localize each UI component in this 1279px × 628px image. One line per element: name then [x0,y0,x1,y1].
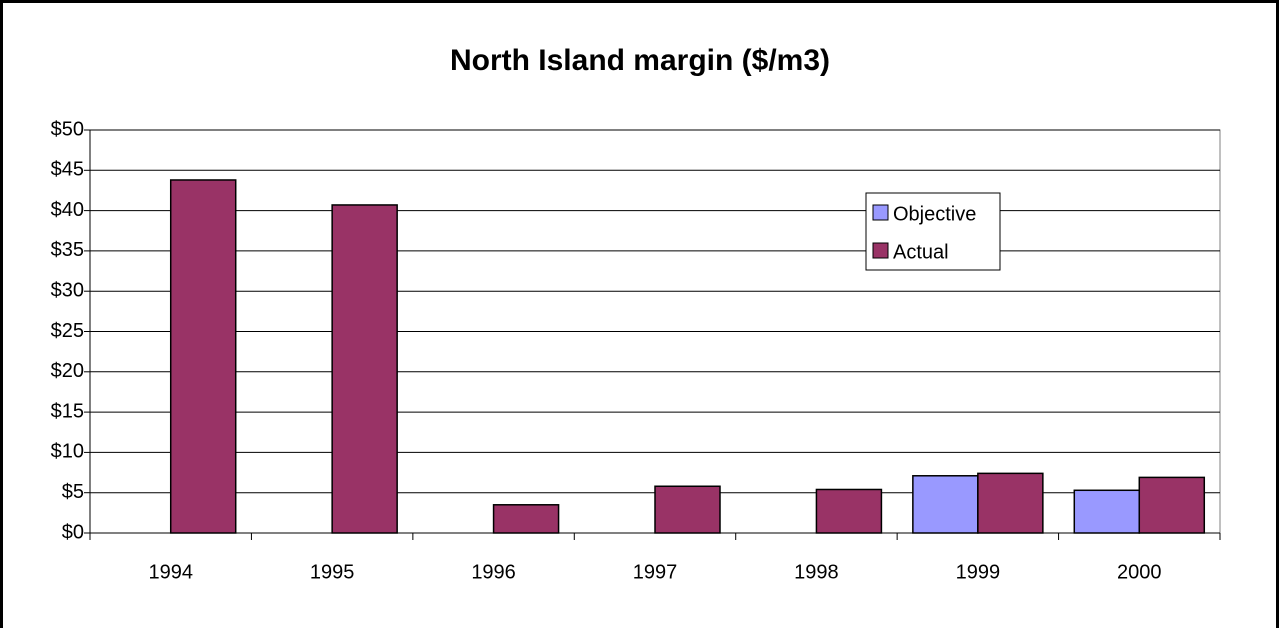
bar [331,204,398,534]
y-tick-label: $35 [51,239,84,261]
bar [1138,476,1206,534]
x-tick-label: 1994 [148,561,193,583]
x-tick-label: 1998 [794,561,839,583]
bar [654,485,721,534]
legend-label: Objective [893,203,976,225]
x-tick-label: 1997 [633,561,678,583]
bar [912,475,979,534]
x-tick-label: 1999 [956,561,1001,583]
bar [492,504,560,534]
bar [977,472,1044,534]
legend-label: Actual [893,241,949,263]
y-tick-label: $15 [51,400,84,422]
y-tick-label: $40 [51,199,84,221]
y-tick-label: $5 [62,481,84,503]
y-tick-label: $45 [51,159,84,181]
y-tick-label: $25 [51,320,84,342]
x-tick-label: 1995 [310,561,355,583]
x-tick-label: 1996 [471,561,516,583]
bar [815,488,883,534]
y-tick-label: $50 [51,118,84,140]
y-tick-label: $30 [51,279,84,301]
chart-title: North Island margin ($/m3) [450,44,830,77]
y-tick-label: $0 [62,521,84,543]
y-tick-label: $20 [51,360,84,382]
x-tick-label: 2000 [1117,561,1162,583]
y-tick-label: $10 [51,441,84,463]
bar [169,179,237,534]
bar [1073,489,1141,534]
legend-swatch [872,242,889,259]
legend-swatch [872,204,889,221]
